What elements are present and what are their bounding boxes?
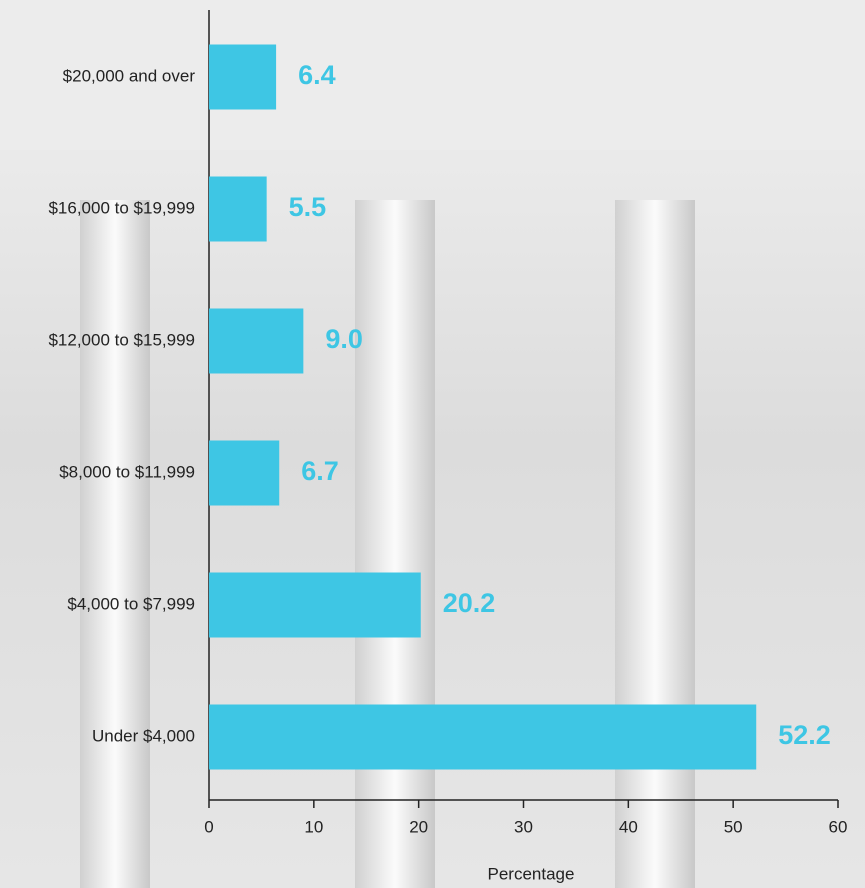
x-tick-label: 40 <box>619 817 638 836</box>
y-tick-label: $4,000 to $7,999 <box>67 594 195 613</box>
column <box>615 200 695 888</box>
value-label: 52.2 <box>778 720 831 750</box>
x-axis-label: Percentage <box>488 864 575 883</box>
x-tick-label: 30 <box>514 817 533 836</box>
entablature <box>0 0 865 150</box>
value-label: 5.5 <box>289 192 327 222</box>
x-tick-label: 50 <box>724 817 743 836</box>
y-tick-label: $12,000 to $15,999 <box>48 330 195 349</box>
bar <box>209 704 757 770</box>
bar <box>209 176 267 242</box>
y-tick-label: $16,000 to $19,999 <box>48 198 195 217</box>
value-label: 9.0 <box>325 324 363 354</box>
value-label: 6.7 <box>301 456 339 486</box>
x-tick-label: 20 <box>409 817 428 836</box>
value-label: 20.2 <box>443 588 496 618</box>
value-label: 6.4 <box>298 60 336 90</box>
y-tick-label: Under $4,000 <box>92 726 195 745</box>
bar <box>209 308 304 374</box>
bar <box>209 572 421 638</box>
x-tick-label: 60 <box>829 817 848 836</box>
column <box>80 200 150 888</box>
x-tick-label: 0 <box>204 817 213 836</box>
bar <box>209 440 280 506</box>
y-tick-label: $8,000 to $11,999 <box>59 462 195 481</box>
x-tick-label: 10 <box>304 817 323 836</box>
column <box>355 200 435 888</box>
bar <box>209 44 277 110</box>
y-tick-label: $20,000 and over <box>63 66 196 85</box>
